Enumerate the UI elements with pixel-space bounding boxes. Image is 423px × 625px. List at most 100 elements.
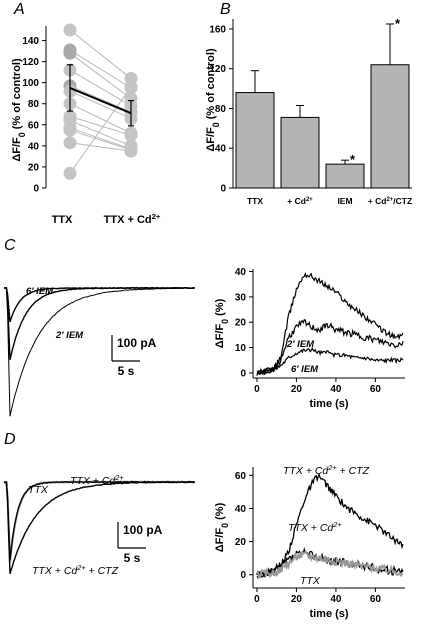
a-pair-line	[69, 69, 132, 107]
b-y-tick-label: 40	[215, 144, 227, 155]
c-r-x-tick-label: 40	[330, 384, 342, 395]
b-y-tick-label: 0	[220, 184, 226, 195]
d-r-x-tick-label: 40	[330, 594, 342, 605]
a-y-tick-label: 100	[22, 78, 39, 89]
a-pair-line	[69, 120, 132, 147]
a-pair-line	[69, 90, 132, 119]
a-pair-line	[69, 115, 132, 136]
d-scalebar-current-label: 100 pA	[123, 523, 163, 537]
d-r-trace-label: TTX + Cd2+ + CTZ	[283, 463, 370, 478]
c-r-y-tick-label: 10	[235, 343, 247, 354]
a-y-tick-label: 20	[28, 162, 40, 173]
c-r-trace-label: 6' IEM	[291, 364, 319, 375]
d-r-y-tick-label: 40	[235, 504, 247, 515]
panel-label-b: B	[220, 1, 231, 18]
b-bar	[280, 116, 320, 189]
c-trace-label: 2' IEM	[55, 330, 84, 341]
c-r-x-axis-label: time (s)	[309, 398, 348, 410]
c-r-fluorescence-trace	[256, 346, 404, 376]
a-y-tick-label: 0	[33, 184, 39, 195]
b-bar	[325, 163, 365, 189]
c-r-x-tick-label: 60	[370, 384, 382, 395]
a-point-cd	[124, 144, 138, 158]
a-point-ttx	[63, 46, 77, 60]
d-scalebar-time-label: 5 s	[124, 551, 141, 565]
a-point-ttx	[63, 123, 77, 137]
b-category-label: + Cd2+	[287, 196, 313, 206]
b-y-tick-label: 120	[209, 64, 226, 75]
chart-c-currents: 100 pA 5 s 6' IEM 2' IEM	[3, 286, 195, 417]
a-point-cd	[124, 80, 138, 94]
a-pair-line	[69, 103, 132, 134]
d-r-x-axis-label: time (s)	[309, 608, 348, 620]
b-y-axis-label: ΔF/F0 (% of control)	[205, 48, 221, 152]
d-trace-label: TTX + Cd2+ + CTZ	[32, 563, 119, 578]
a-category-label: TTX	[52, 214, 73, 226]
b-bar	[235, 92, 275, 189]
chart-d-fluorescence: 0 20 40 60 0 20 40 60 time (s) ΔF/F0 (%) TTX + Cd2…	[214, 463, 405, 620]
c-current-trace	[3, 286, 195, 323]
c-r-trace-label: 2' IEM	[286, 339, 315, 350]
a-pair-line	[69, 129, 132, 151]
d-r-y-tick-label: 60	[235, 471, 247, 482]
chart-b: 0 40 80 120 160 ΔF/F0 (% of control) TTX + Cd2+…	[205, 16, 412, 206]
a-y-tick-label: 60	[28, 120, 40, 131]
a-pair-line	[69, 86, 132, 174]
c-r-x-tick-label: 20	[291, 384, 303, 395]
chart-d-currents: 100 pA 5 s TTX + Cd2+ TTX TTX + Cd2+ + CTZ	[3, 473, 196, 578]
c-scalebar-time-label: 5 s	[118, 364, 135, 378]
c-current-trace	[3, 286, 195, 360]
b-category-label: TTX	[247, 196, 263, 206]
a-y-tick-label: 40	[28, 141, 40, 152]
c-r-x-tick-label: 0	[254, 384, 260, 395]
b-category-label: IEM	[337, 196, 352, 206]
d-r-y-tick-label: 20	[235, 537, 247, 548]
c-r-y-axis-label: ΔF/F0 (%)	[214, 298, 230, 348]
c-scalebar-current-label: 100 pA	[117, 336, 157, 350]
chart-c-fluorescence: 0 10 20 30 40 0 20 40 60 time (s) ΔF/F0 (%) 2' IEM 6…	[214, 267, 405, 410]
c-r-y-tick-label: 20	[235, 318, 247, 329]
c-r-y-tick-label: 0	[240, 368, 246, 379]
d-trace-label: TTX + Cd2+	[70, 473, 124, 488]
a-pair-line	[69, 127, 132, 150]
panel-label-a: A	[13, 1, 25, 18]
c-current-trace	[3, 287, 195, 417]
a-pair-line	[69, 49, 132, 89]
panel-label-c: C	[4, 237, 16, 254]
b-bar	[370, 64, 410, 189]
a-point-ttx	[63, 23, 77, 37]
a-y-axis-label: ΔF/F0 (% of control)	[11, 58, 27, 162]
d-r-fluorescence-trace	[256, 547, 404, 578]
a-pair-line	[69, 85, 132, 113]
d-r-fluorescence-trace	[256, 550, 404, 579]
d-r-trace-label: TTX + Cd2+	[288, 520, 342, 535]
a-pair-line	[69, 142, 132, 152]
a-y-tick-label: 140	[22, 36, 39, 47]
a-point-cd	[124, 128, 138, 142]
c-r-y-tick-label: 30	[235, 292, 247, 303]
a-point-ttx	[63, 166, 77, 180]
a-pair-line	[69, 29, 132, 79]
c-r-y-tick-label: 40	[235, 267, 247, 278]
b-y-tick-label: 160	[209, 24, 226, 35]
a-pair-line	[69, 52, 132, 99]
d-r-y-axis-label: ΔF/F0 (%)	[214, 502, 230, 552]
a-y-tick-label: 120	[22, 57, 39, 68]
b-significance-marker: *	[350, 152, 356, 167]
b-y-tick-label: 80	[215, 104, 227, 115]
a-mean-line	[69, 87, 132, 115]
d-r-x-tick-label: 0	[254, 594, 260, 605]
a-point-ttx	[63, 136, 77, 150]
c-r-fluorescence-trace	[256, 319, 404, 376]
d-r-x-tick-label: 20	[291, 594, 303, 605]
d-r-y-tick-label: 0	[240, 570, 246, 581]
d-current-trace	[4, 481, 195, 575]
b-category-label: + Cd2+/CTZ	[368, 196, 412, 206]
panel-label-d: D	[4, 431, 16, 448]
d-trace-label: TTX	[28, 484, 49, 496]
d-r-x-tick-label: 60	[370, 594, 382, 605]
chart-a: 0 20 40 60 80 100 120 140 ΔF/F0 (% of control) TT…	[11, 23, 161, 227]
a-category-label: TTX + Cd2+	[104, 212, 161, 227]
c-trace-label: 6' IEM	[26, 286, 54, 297]
